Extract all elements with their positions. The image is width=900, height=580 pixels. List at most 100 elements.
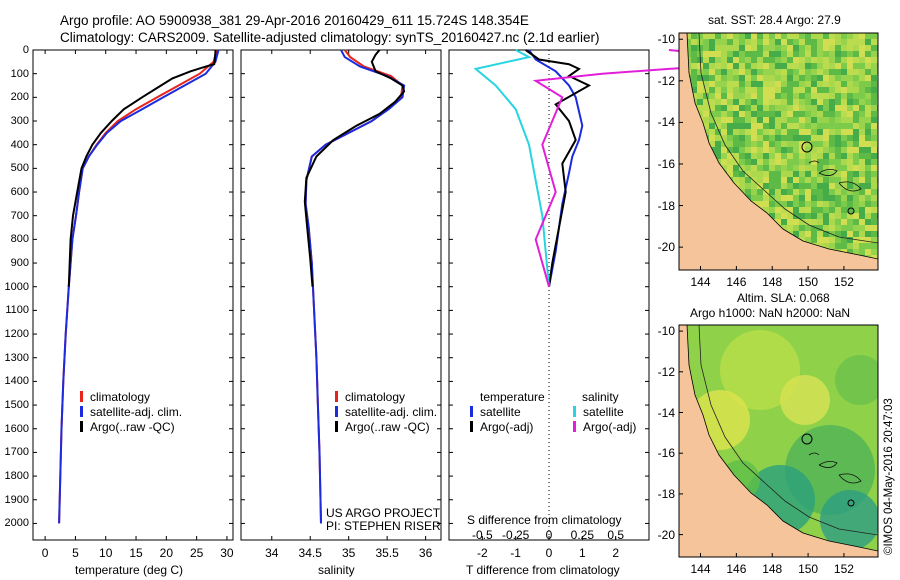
- sst-pixel: [865, 195, 871, 201]
- sst-pixel: [871, 231, 877, 237]
- sst-pixel: [799, 219, 805, 225]
- depth-tick-label: 200: [10, 91, 29, 104]
- x-tick-label: -1: [510, 546, 521, 560]
- sst-pixel: [811, 153, 817, 159]
- sst-pixel: [805, 147, 811, 153]
- sst-pixel: [811, 129, 817, 135]
- sst-pixel: [865, 249, 871, 255]
- sst-pixel: [769, 45, 775, 51]
- sst-pixel: [799, 123, 805, 129]
- sst-pixel: [829, 147, 835, 153]
- lat-tick-label: -12: [657, 73, 675, 88]
- sst-pixel: [871, 201, 877, 207]
- sst-pixel: [865, 87, 871, 93]
- reef: [808, 452, 862, 484]
- sst-pixel: [757, 165, 763, 171]
- sst-pixel: [691, 87, 697, 93]
- sst-pixel: [805, 75, 811, 81]
- sst-pixel: [829, 213, 835, 219]
- lon-tick-label: 146: [726, 275, 747, 289]
- sst-pixel: [817, 93, 823, 99]
- sst-pixel: [817, 219, 823, 225]
- sst-pixel: [823, 153, 829, 159]
- sst-pixel: [709, 129, 715, 135]
- sst-pixel: [727, 75, 733, 81]
- sst-pixel: [817, 69, 823, 75]
- sst-pixel: [805, 183, 811, 189]
- sst-pixel: [811, 75, 817, 81]
- sst-pixel: [727, 135, 733, 141]
- sst-pixel: [847, 153, 853, 159]
- sst-pixel: [757, 147, 763, 153]
- sst-pixel: [787, 129, 793, 135]
- sst-pixel: [745, 69, 751, 75]
- sst-pixel: [841, 171, 847, 177]
- sst-pixel: [721, 75, 727, 81]
- sst-pixel: [781, 39, 787, 45]
- map1-title: sat. SST: 28.4 Argo: 27.9: [708, 13, 841, 27]
- sst-pixel: [811, 207, 817, 213]
- sst-pixel: [721, 81, 727, 87]
- sst-pixel: [733, 39, 739, 45]
- sst-pixel: [787, 63, 793, 69]
- sst-pixel: [805, 159, 811, 165]
- sst-pixel: [829, 75, 835, 81]
- lon-tick-label: 150: [798, 275, 819, 289]
- sst-pixel: [727, 33, 733, 39]
- sst-pixel: [757, 141, 763, 147]
- sst-pixel: [841, 117, 847, 123]
- sst-pixel: [811, 195, 817, 201]
- sst-pixel: [727, 165, 733, 171]
- sst-pixel: [835, 87, 841, 93]
- sst-pixel: [811, 39, 817, 45]
- sst-pixel: [769, 117, 775, 123]
- sst-pixel: [841, 69, 847, 75]
- sst-pixel: [721, 105, 727, 111]
- sst-pixel: [823, 135, 829, 141]
- sst-pixel: [697, 93, 703, 99]
- sst-pixel: [721, 135, 727, 141]
- sst-pixel: [745, 171, 751, 177]
- sst-pixel: [835, 225, 841, 231]
- sst-pixel: [871, 171, 877, 177]
- sst-pixel: [721, 33, 727, 39]
- sst-pixel: [823, 171, 829, 177]
- sst-pixel: [871, 141, 877, 147]
- sst-pixel: [757, 153, 763, 159]
- sst-pixel: [859, 159, 865, 165]
- sst-pixel: [829, 123, 835, 129]
- sst-pixel: [793, 105, 799, 111]
- sst-pixel: [853, 63, 859, 69]
- sst-pixel: [811, 87, 817, 93]
- sst-pixel: [811, 105, 817, 111]
- depth-tick-label: 500: [10, 162, 29, 175]
- sst-pixel: [871, 51, 877, 57]
- sst-pixel: [811, 99, 817, 105]
- sst-pixel: [847, 189, 853, 195]
- sst-pixel: [775, 153, 781, 159]
- sst-pixel: [739, 45, 745, 51]
- sst-pixel: [823, 51, 829, 57]
- sst-pixel: [781, 105, 787, 111]
- sst-pixel: [865, 81, 871, 87]
- sst-pixel: [715, 123, 721, 129]
- sst-pixel: [733, 117, 739, 123]
- sst-pixel: [847, 219, 853, 225]
- sst-pixel: [859, 39, 865, 45]
- sst-pixel: [733, 45, 739, 51]
- sst-pixel: [829, 87, 835, 93]
- sst-pixel: [829, 171, 835, 177]
- sst-pixel: [805, 225, 811, 231]
- sst-pixel: [763, 201, 769, 207]
- sst-pixel: [781, 57, 787, 63]
- depth-tick-label: 900: [10, 257, 29, 270]
- sst-pixel: [787, 189, 793, 195]
- lat-tick-label: -14: [657, 115, 675, 130]
- sst-pixel: [727, 57, 733, 63]
- sst-pixel: [859, 195, 865, 201]
- sst-pixel: [841, 129, 847, 135]
- sst-pixel: [847, 81, 853, 87]
- sst-pixel: [751, 141, 757, 147]
- sst-pixel: [763, 177, 769, 183]
